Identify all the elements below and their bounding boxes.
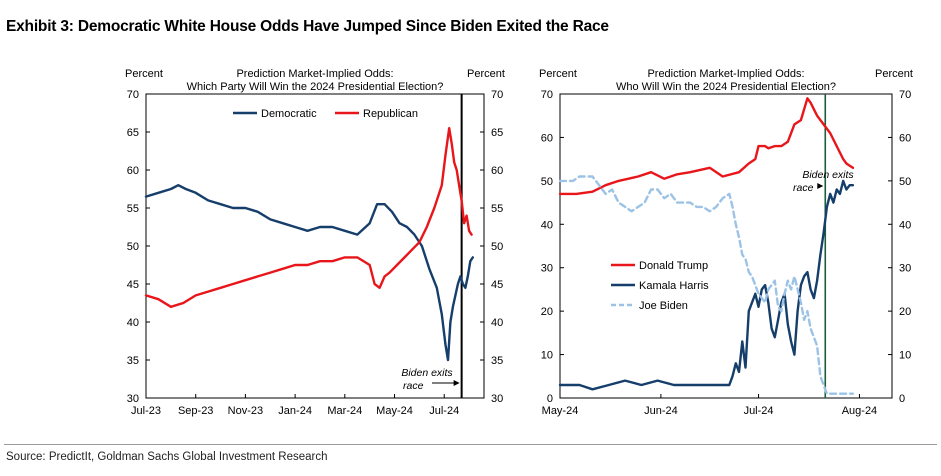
y-tick-label-left: 35 [127,355,139,367]
y-tick-label-right: 45 [491,279,503,291]
y-tick-label-right: 10 [899,350,911,362]
y-tick-label-left: 70 [541,89,553,101]
y-tick-label-right: 60 [899,132,911,144]
x-tick-label: Aug-24 [842,405,877,417]
y-tick-label-left: 50 [541,176,553,188]
y-tick-label-right: 0 [899,393,905,405]
y-tick-label-left: 0 [547,393,553,405]
legend-label-republican: Republican [363,108,418,120]
legend-label-kamala-harris: Kamala Harris [639,280,709,292]
y-tick-label-left: 45 [127,279,139,291]
y-tick-label-right: 60 [491,165,503,177]
legend-label-democratic: Democratic [261,108,317,120]
y-tick-label-right: 40 [899,219,911,231]
chart-title-line-2: Which Party Will Win the 2024 Presidenti… [187,81,444,93]
y-tick-label-right: 70 [899,89,911,101]
x-tick-label: Jun-24 [644,405,678,417]
y-tick-label-right: 50 [491,241,503,253]
annotation-text: race [793,182,814,194]
joe-biden-line [558,175,855,395]
y-tick-label-right: 55 [491,203,503,215]
y-axis-label-right: Percent [467,68,505,80]
y-axis-label-right: Percent [875,68,913,80]
x-tick-label: Nov-23 [228,405,263,417]
x-tick-label: May-24 [542,405,579,417]
legend-label-joe-biden: Joe Biden [639,300,688,312]
y-tick-label-right: 65 [491,127,503,139]
x-tick-label: May-24 [376,405,413,417]
donald-trump-line [558,97,855,196]
x-tick-label: Jul-24 [744,405,774,417]
y-axis-label-left: Percent [539,68,577,80]
exhibit-title: Exhibit 3: Democratic White House Odds H… [6,18,609,35]
annotation-text: Biden exits [802,169,854,181]
y-tick-label-left: 30 [127,393,139,405]
y-tick-label-right: 50 [899,176,911,188]
annotation-text: Biden exits [401,367,453,379]
y-tick-label-right: 70 [491,89,503,101]
y-tick-label-left: 65 [127,127,139,139]
x-tick-label: Jul-24 [429,405,459,417]
y-tick-label-left: 60 [541,132,553,144]
y-tick-label-left: 20 [541,306,553,318]
y-tick-label-left: 40 [541,219,553,231]
y-tick-label-right: 30 [899,263,911,275]
democratic-line [144,183,474,362]
legend-label-donald-trump: Donald Trump [639,260,708,272]
x-tick-label: Jul-23 [131,405,161,417]
plot-frame [559,93,893,399]
y-axis-label-left: Percent [125,68,163,80]
chart-title-line-2: Who Will Win the 2024 Presidential Elect… [616,81,836,93]
y-tick-label-right: 20 [899,306,911,318]
y-tick-label-right: 40 [491,317,503,329]
chart-title-line-1: Prediction Market-Implied Odds: [647,68,804,80]
x-tick-label: Jan-24 [278,405,312,417]
y-tick-label-left: 30 [541,263,553,275]
source-divider [4,444,937,445]
x-tick-label: Mar-24 [327,405,362,417]
y-tick-label-left: 10 [541,350,553,362]
annotation-arrowhead [817,183,824,189]
y-tick-label-right: 35 [491,355,503,367]
annotation-text: race [403,380,424,392]
source-note: Source: PredictIt, Goldman Sachs Global … [6,451,328,463]
annotation-arrowhead [453,380,460,386]
party-odds-chart: 30 30 35 35 40 40 45 45 50 50 55 55 60 60 65 65 70 70 Jul-… [125,68,505,417]
y-tick-label-left: 40 [127,317,139,329]
x-tick-label: Sep-23 [178,405,213,417]
y-tick-label-right: 30 [491,393,503,405]
y-tick-label-left: 50 [127,241,139,253]
y-tick-label-left: 70 [127,89,139,101]
chart-title-line-1: Prediction Market-Implied Odds: [236,68,393,80]
republican-line [144,126,473,308]
y-tick-label-left: 60 [127,165,139,177]
kamala-harris-line [558,179,855,391]
candidate-odds-chart: 0 0 10 10 20 20 30 30 40 40 50 50 60 60 70 70 May-24 Jun-… [539,68,913,417]
y-tick-label-left: 55 [127,203,139,215]
